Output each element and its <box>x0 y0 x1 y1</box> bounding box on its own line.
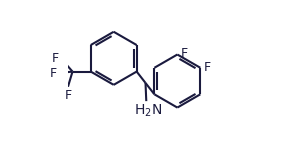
Text: F: F <box>204 61 211 74</box>
Text: F: F <box>50 67 57 80</box>
Text: F: F <box>65 89 71 102</box>
Text: F: F <box>52 52 59 65</box>
Text: H$_2$N: H$_2$N <box>134 103 162 119</box>
Text: F: F <box>181 47 188 60</box>
